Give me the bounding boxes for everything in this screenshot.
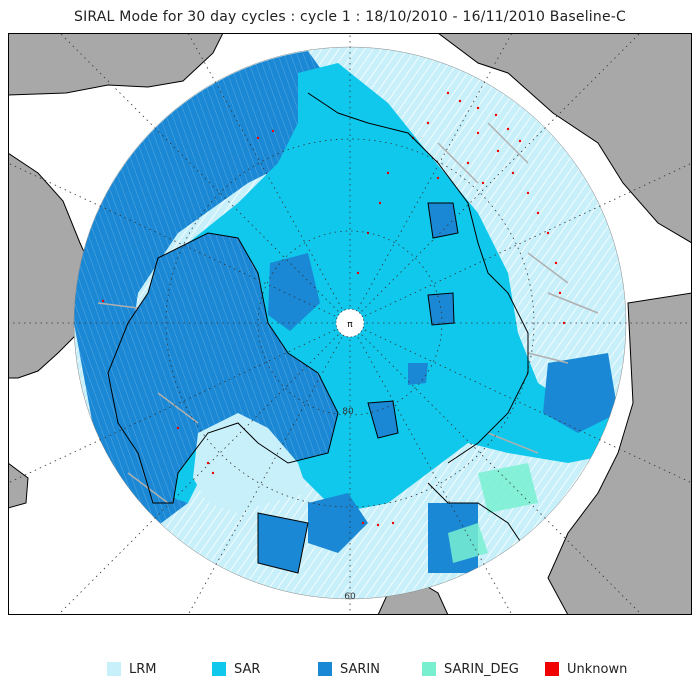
legend-swatch-sarin [318, 662, 332, 676]
outer-land [8, 33, 692, 615]
polar-map: π 80 60 [8, 33, 692, 615]
graticule [8, 33, 692, 615]
legend-label-sar: SAR [234, 661, 261, 677]
legend-item-unknown: Unknown [545, 660, 627, 678]
map-title: SIRAL Mode for 30 day cycles : cycle 1 :… [74, 9, 626, 25]
legend: LRM SAR SARIN SARIN_DEG Unknown [0, 660, 700, 680]
legend-item-sarin: SARIN [318, 660, 380, 678]
legend-label-sarin: SARIN [340, 661, 380, 677]
latitude-label-60: 60 [344, 592, 356, 602]
legend-label-unknown: Unknown [567, 661, 628, 677]
pole-marker: π [347, 320, 353, 330]
legend-item-sar: SAR [212, 660, 260, 678]
legend-item-lrm: LRM [107, 660, 157, 678]
legend-item-sarin-deg: SARIN_DEG [422, 660, 519, 678]
legend-swatch-sar [212, 662, 226, 676]
legend-swatch-unknown [545, 662, 559, 676]
legend-label-lrm: LRM [129, 661, 157, 677]
legend-label-sarin-deg: SARIN_DEG [444, 661, 519, 677]
legend-swatch-lrm [107, 662, 121, 676]
latitude-label-80: 80 [342, 407, 354, 417]
legend-swatch-sarin-deg [422, 662, 436, 676]
